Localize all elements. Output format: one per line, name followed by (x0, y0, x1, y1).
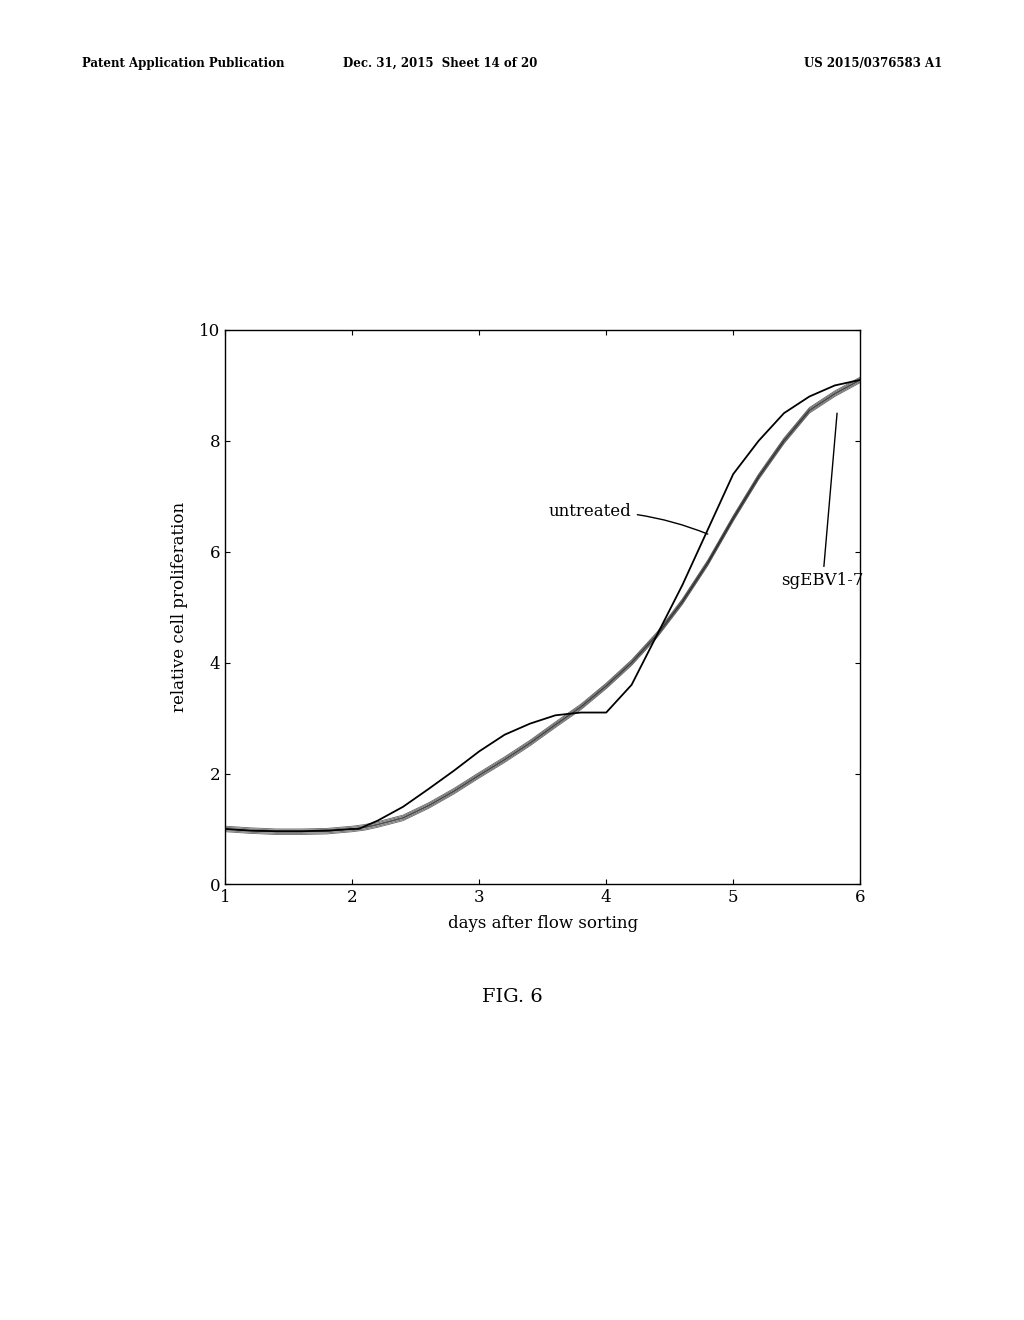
Text: sgEBV1-7: sgEBV1-7 (781, 413, 864, 589)
X-axis label: days after flow sorting: days after flow sorting (447, 915, 638, 932)
Text: FIG. 6: FIG. 6 (481, 987, 543, 1006)
Text: Patent Application Publication: Patent Application Publication (82, 57, 285, 70)
Text: Dec. 31, 2015  Sheet 14 of 20: Dec. 31, 2015 Sheet 14 of 20 (343, 57, 538, 70)
Y-axis label: relative cell proliferation: relative cell proliferation (171, 502, 188, 713)
Text: US 2015/0376583 A1: US 2015/0376583 A1 (804, 57, 942, 70)
Text: untreated: untreated (549, 503, 708, 535)
